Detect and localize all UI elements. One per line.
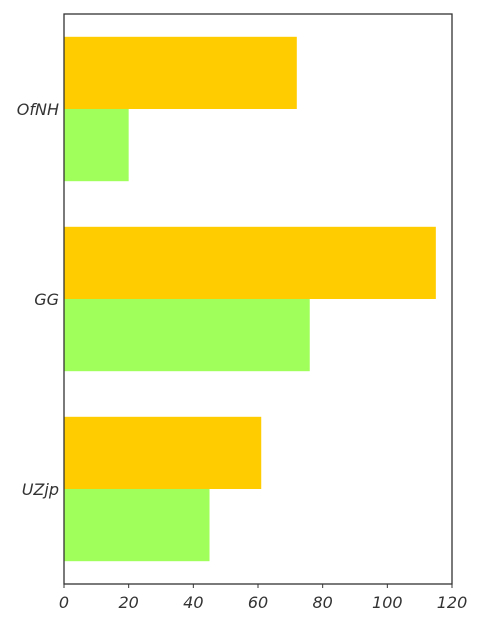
x-axis-ticks: 0 20 40 60 80 100 120	[59, 584, 467, 612]
x-tick-label: 40	[183, 593, 203, 612]
bar-ofnh-series-1	[64, 36, 297, 109]
y-tick-label: UZjp	[22, 480, 59, 499]
bar-gg-series-1	[64, 226, 436, 299]
x-tick-label: 100	[372, 593, 403, 612]
x-tick-label: 80	[312, 593, 332, 612]
bar-uzjp-series-1	[64, 416, 262, 489]
x-tick-label: 20	[118, 593, 138, 612]
x-tick-label: 60	[248, 593, 268, 612]
bar-ofnh-series-2	[64, 109, 129, 182]
bar-gg-series-2	[64, 299, 310, 372]
x-tick-label: 120	[437, 593, 468, 612]
bars-group	[64, 36, 436, 562]
y-axis-labels: OfNH GG UZjp	[17, 100, 59, 499]
y-tick-label: GG	[34, 290, 59, 309]
bar-uzjp-series-2	[64, 489, 210, 562]
y-tick-label: OfNH	[17, 100, 59, 119]
x-tick-label: 0	[59, 593, 69, 612]
